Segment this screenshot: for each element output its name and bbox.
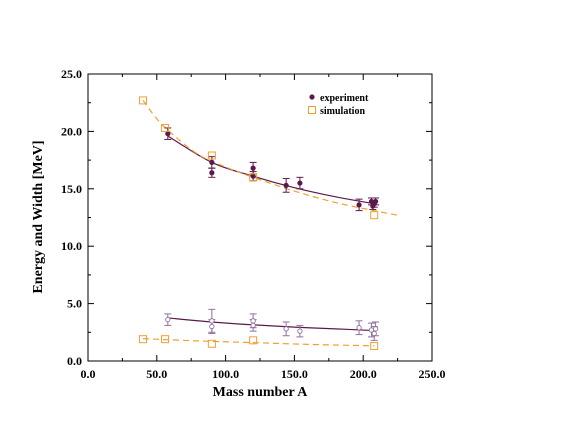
x-tick-label-3: 150.0 [281, 367, 308, 381]
legend-label-simulation: simulation [320, 106, 365, 117]
legend-label-experiment: experiment [320, 93, 369, 104]
tick-labels-layer: 0.0 50.0 100.0 150.0 200.0 250.0 0.0 5.0 10.0 15.… [61, 67, 446, 381]
x-tick-label-4: 200.0 [350, 367, 377, 381]
x-tick-label-2: 100.0 [212, 367, 239, 381]
point-experiment-width-6 [297, 328, 303, 334]
y-tick-label-0: 0.0 [67, 354, 82, 368]
point-simulation-width-1 [161, 335, 170, 344]
point-experiment-energy-0 [165, 131, 171, 137]
point-simulation-energy-2 [207, 151, 216, 160]
legend: experiment simulation [308, 93, 369, 117]
point-experiment-width-2 [209, 323, 215, 330]
point-simulation-width-0 [139, 335, 148, 344]
fit-curve-experiment-width [167, 317, 375, 332]
axis-ticks-layer [87, 73, 433, 362]
point-experiment-width-3 [250, 318, 256, 324]
point-experiment-width-5 [283, 326, 289, 332]
point-experiment-energy-11 [372, 198, 379, 205]
x-axis-title: Mass number A [213, 385, 309, 400]
fit-curves-layer [142, 100, 398, 347]
legend-item-simulation: simulation [308, 106, 365, 117]
point-experiment-energy-4 [250, 173, 256, 179]
point-experiment-energy-6 [297, 180, 303, 186]
legend-marker-simulation [308, 106, 316, 114]
y-tick-label-5: 25.0 [61, 67, 82, 81]
point-simulation-energy-4 [370, 211, 379, 220]
point-experiment-width-10 [372, 326, 379, 332]
y-axis-title: Energy and Width [MeV] [31, 140, 46, 293]
x-tick-label-5: 250.0 [419, 367, 446, 381]
plot-frame [87, 73, 433, 362]
point-experiment-width-0 [165, 317, 171, 323]
x-tick-label-0: 0.0 [81, 367, 96, 381]
point-simulation-width-2 [207, 339, 216, 348]
point-experiment-energy-3 [250, 165, 256, 171]
y-tick-label-2: 10.0 [61, 239, 82, 253]
point-simulation-energy-3 [249, 173, 258, 182]
point-experiment-width-1 [209, 318, 215, 324]
fit-curve-simulation-energy [142, 100, 398, 216]
point-simulation-width-4 [370, 342, 379, 351]
point-simulation-energy-1 [161, 123, 170, 132]
legend-marker-experiment [309, 94, 315, 100]
point-experiment-energy-5 [283, 182, 289, 188]
point-experiment-energy-7 [356, 202, 362, 208]
y-tick-label-4: 20.0 [61, 124, 82, 138]
point-experiment-width-9 [371, 330, 377, 337]
legend-item-experiment: experiment [309, 93, 369, 104]
fit-curve-simulation-width [143, 338, 375, 347]
y-tick-label-1: 5.0 [67, 297, 82, 311]
fit-curve-experiment-energy [167, 135, 375, 205]
point-experiment-energy-1 [209, 159, 215, 165]
error-bars-layer [164, 127, 380, 341]
y-tick-label-3: 15.0 [61, 182, 82, 196]
point-simulation-width-3 [249, 336, 258, 345]
point-simulation-energy-0 [139, 96, 148, 105]
point-experiment-width-7 [356, 325, 362, 331]
point-experiment-width-4 [250, 322, 256, 329]
x-tick-label-1: 50.0 [146, 367, 167, 381]
point-experiment-energy-2 [209, 170, 215, 176]
data-points-layer [139, 96, 379, 351]
